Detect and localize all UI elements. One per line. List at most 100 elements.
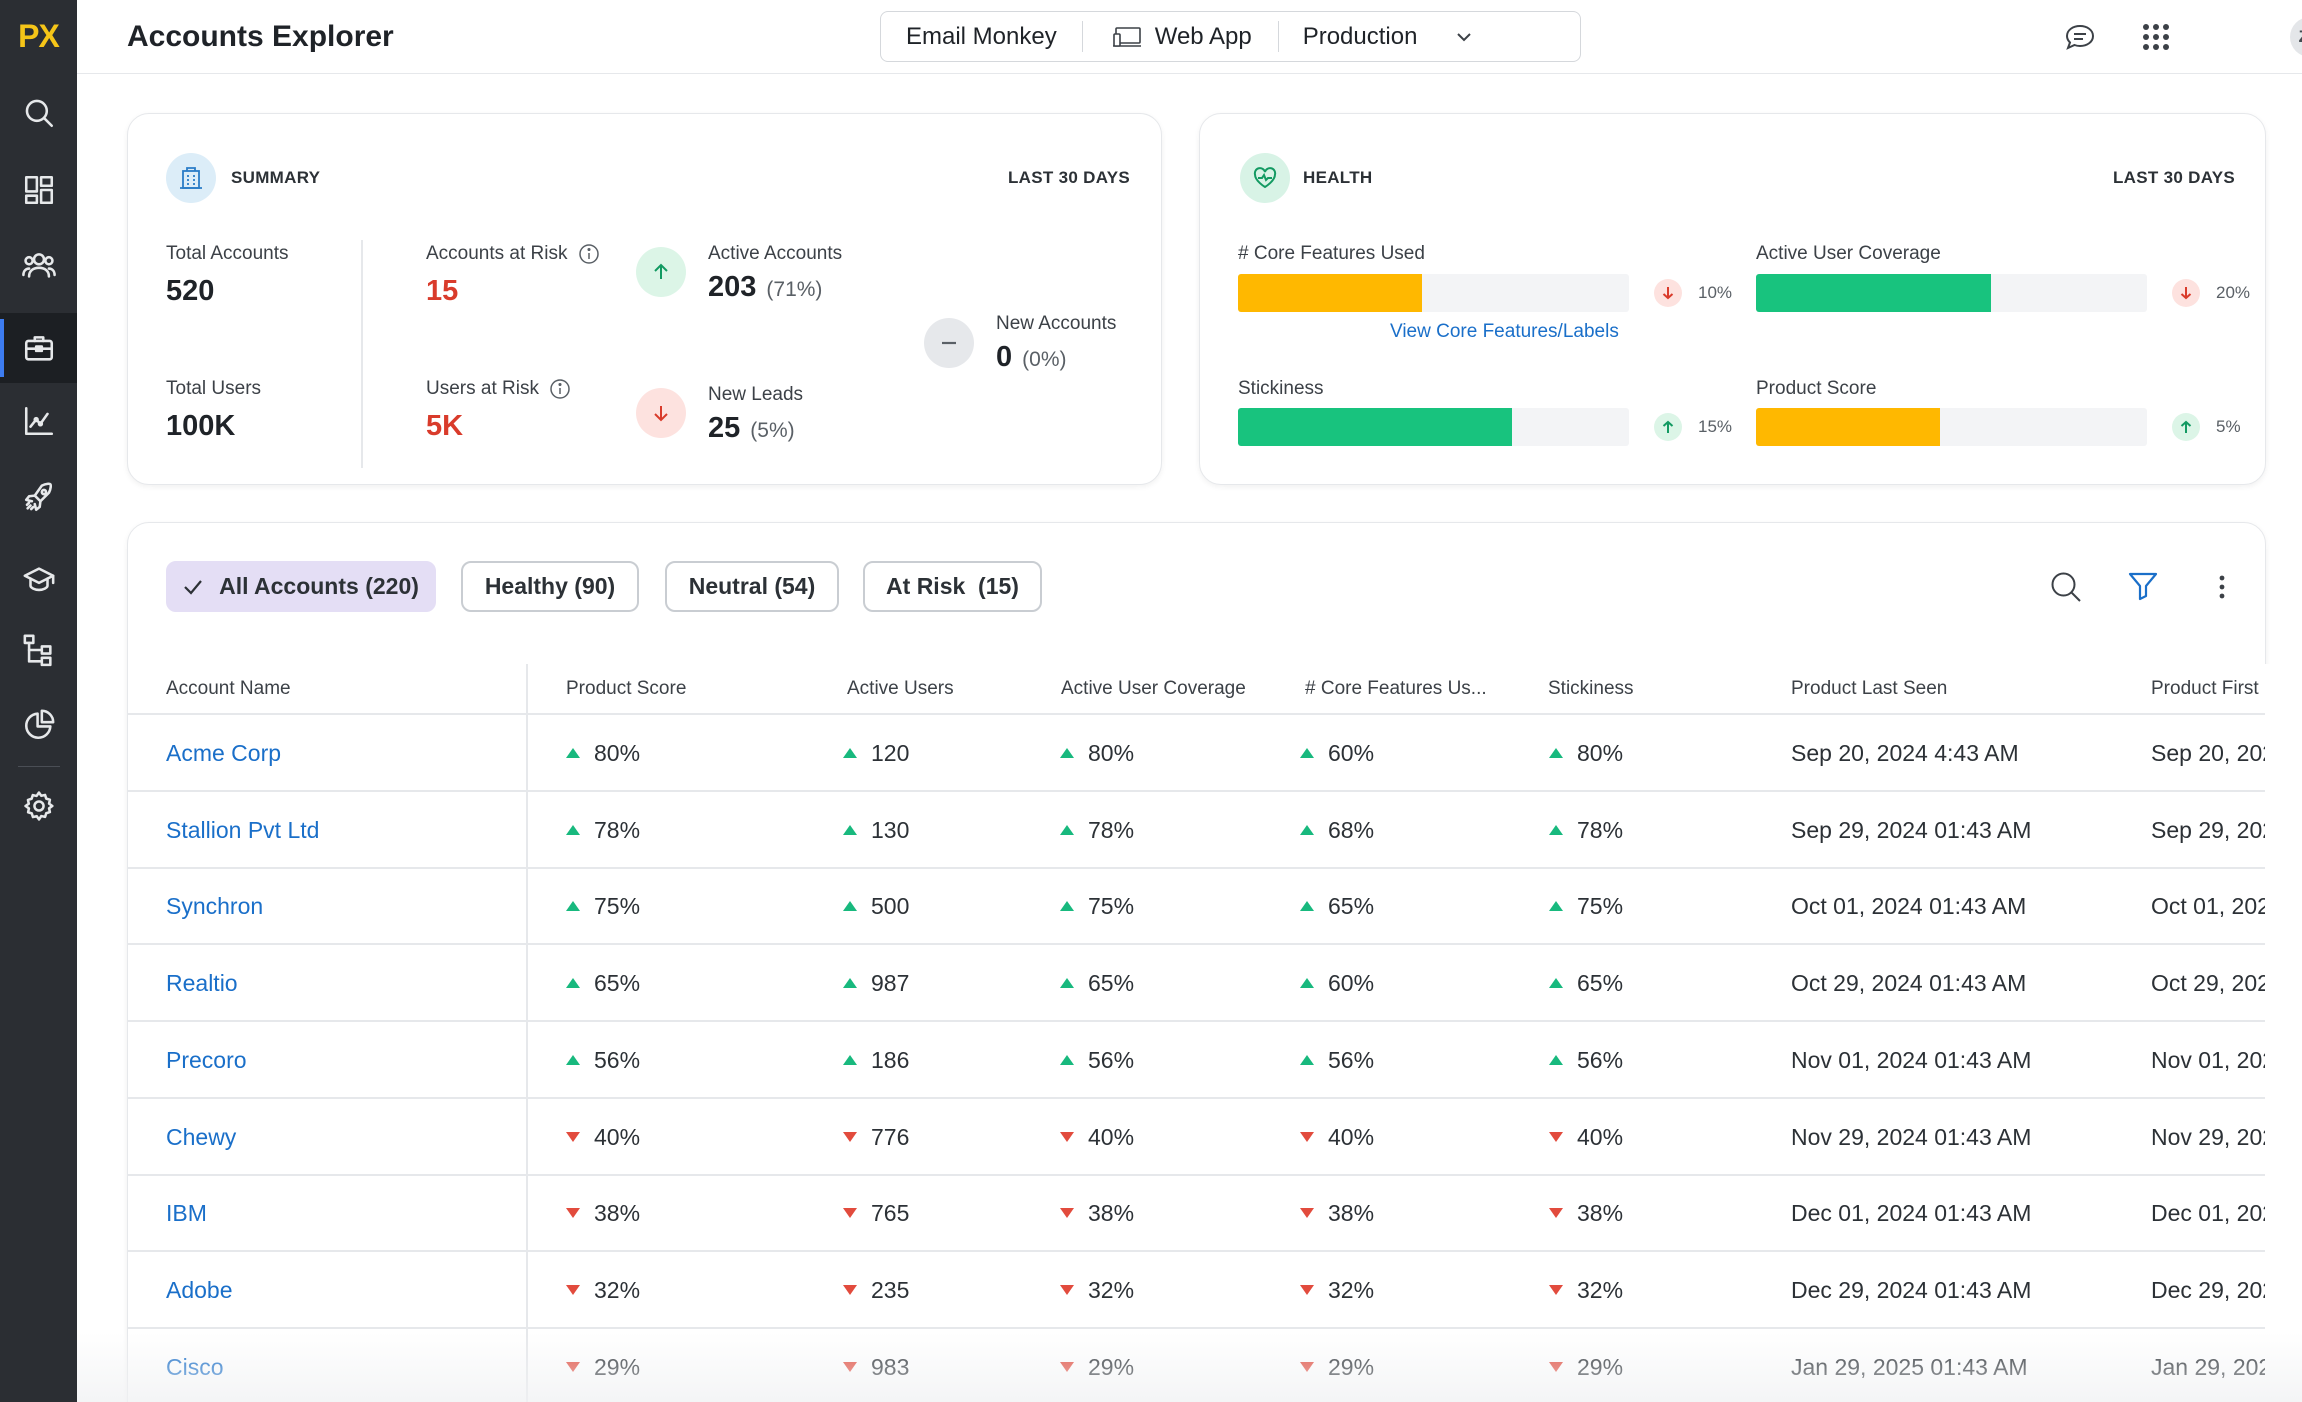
filter-chip-all-accounts[interactable]: All Accounts (220) xyxy=(166,561,436,612)
cell-value: 56% xyxy=(594,1047,641,1073)
cell-value: 78% xyxy=(1088,817,1135,843)
account-name-link[interactable]: Realtio xyxy=(166,970,238,996)
filter-chip-label: Neutral (54) xyxy=(688,573,816,599)
accounts-icon[interactable] xyxy=(0,313,77,383)
account-name-link[interactable]: Precoro xyxy=(166,1047,247,1073)
view-core-features-link[interactable]: View Core Features/Labels xyxy=(1390,321,1619,342)
product-first-seen-cell: Dec 01, 202 xyxy=(2151,1200,2276,1226)
filter-chip-neutral[interactable]: Neutral (54) xyxy=(665,561,839,612)
account-name-link[interactable]: Chewy xyxy=(166,1124,237,1150)
product-last-seen-cell: Sep 29, 2024 01:43 AM xyxy=(1791,817,2032,843)
minus-icon xyxy=(924,318,974,368)
active-user-coverage-bar xyxy=(1756,274,2147,312)
environment-name: Production xyxy=(1302,22,1418,50)
analytics-icon[interactable] xyxy=(0,386,77,456)
trend-down-icon xyxy=(1300,1284,1314,1295)
column-header-account-name[interactable]: Account Name xyxy=(166,678,291,699)
account-name-link[interactable]: Acme Corp xyxy=(166,740,282,766)
learning-icon[interactable] xyxy=(0,545,77,615)
avatar[interactable]: ZK xyxy=(2290,17,2302,57)
column-header-active-user-coverage[interactable]: Active User Coverage xyxy=(1061,678,1246,699)
account-name-link[interactable]: IBM xyxy=(166,1200,207,1226)
trend-up-icon xyxy=(1060,900,1074,911)
dashboard-icon[interactable] xyxy=(0,155,77,225)
table-cell: 60% xyxy=(1300,740,1374,767)
chat-icon[interactable] xyxy=(2061,18,2099,56)
column-header-product-score[interactable]: Product Score xyxy=(566,678,687,699)
column-header-product-last-seen[interactable]: Product Last Seen xyxy=(1791,678,1948,699)
trend-down-icon xyxy=(1549,1131,1563,1142)
reports-pie-icon[interactable] xyxy=(0,690,77,760)
new-leads-label: New Leads xyxy=(708,384,804,405)
heart-icon xyxy=(1240,153,1290,203)
trend-down-icon xyxy=(1300,1207,1314,1218)
column-header-stickiness[interactable]: Stickiness xyxy=(1548,678,1634,699)
table-cell: 120 xyxy=(843,740,909,767)
arrow-down-icon xyxy=(636,388,686,438)
trend-up-icon xyxy=(566,747,580,758)
column-header-active-users[interactable]: Active Users xyxy=(847,678,954,699)
table-cell: 40% xyxy=(566,1124,640,1151)
cell-value: 987 xyxy=(871,970,910,996)
trend-up-icon xyxy=(1549,900,1563,911)
core-features-bar xyxy=(1238,274,1629,312)
users-icon[interactable] xyxy=(0,230,77,300)
table-cell: 40% xyxy=(1549,1124,1623,1151)
account-name-link[interactable]: Stallion Pvt Ltd xyxy=(166,817,320,843)
cell-value: 765 xyxy=(871,1200,910,1226)
accounts-table-card xyxy=(127,522,2266,1402)
product-selector[interactable]: Email Monkey Web App Production xyxy=(880,11,1581,62)
product-score-bar-fill xyxy=(1756,408,1940,446)
filter-chip-at-risk[interactable]: At Risk (15) xyxy=(863,561,1042,612)
frozen-column-divider xyxy=(526,664,528,1402)
cell-value: 56% xyxy=(1088,1047,1135,1073)
search-icon[interactable] xyxy=(2049,570,2083,609)
info-icon[interactable] xyxy=(578,243,600,265)
table-cell: 186 xyxy=(843,1047,909,1074)
account-name-link[interactable]: Adobe xyxy=(166,1277,233,1303)
rocket-icon[interactable] xyxy=(0,462,77,532)
summary-card: SUMMARY LAST 30 DAYS Total Accounts 520 … xyxy=(127,113,1162,485)
app-name-segment[interactable]: Web App xyxy=(1083,12,1278,61)
column-header-product-first[interactable]: Product First xyxy=(2151,678,2259,699)
environment-segment[interactable]: Production xyxy=(1279,12,1580,61)
table-cell: 56% xyxy=(566,1047,640,1074)
product-last-seen-cell: Dec 29, 2024 01:43 AM xyxy=(1791,1277,2032,1303)
trend-up-icon xyxy=(1549,824,1563,835)
health-title: HEALTH xyxy=(1303,168,1373,187)
table-cell: 987 xyxy=(843,970,909,997)
trend-up-icon xyxy=(843,824,857,835)
cell-value: 38% xyxy=(1577,1200,1624,1226)
table-cell: 78% xyxy=(1549,817,1623,844)
hierarchy-icon[interactable] xyxy=(0,615,77,685)
table-cell: 78% xyxy=(1060,817,1134,844)
cell-value: 38% xyxy=(1328,1200,1375,1226)
apps-grid-icon[interactable] xyxy=(2137,18,2175,56)
table-cell: 80% xyxy=(1549,740,1623,767)
settings-icon[interactable] xyxy=(0,771,77,841)
cell-value: 68% xyxy=(1328,817,1375,843)
more-options-icon[interactable] xyxy=(2210,572,2234,607)
top-bar: Accounts Explorer Email Monkey Web App P… xyxy=(77,0,2302,74)
filter-chip-label: All Accounts (220) xyxy=(219,573,419,599)
trend-up-icon xyxy=(1060,977,1074,988)
product-name[interactable]: Email Monkey xyxy=(906,22,1057,50)
app-name: Web App xyxy=(1154,22,1252,50)
table-cell: 65% xyxy=(1300,893,1374,920)
table-cell: 38% xyxy=(1060,1200,1134,1227)
table-cell: 80% xyxy=(1060,740,1134,767)
health-card: HEALTH LAST 30 DAYS # Core Features Used… xyxy=(1199,113,2266,485)
info-icon[interactable] xyxy=(549,378,571,400)
trend-up-icon xyxy=(1060,1054,1074,1065)
search-icon[interactable] xyxy=(0,78,77,148)
table-cell: 235 xyxy=(843,1277,909,1304)
filter-chip-healthy[interactable]: Healthy (90) xyxy=(461,561,639,612)
column-header-core-features[interactable]: # Core Features Us... xyxy=(1305,678,1487,699)
table-row-divider xyxy=(128,1097,2265,1099)
trend-down-icon xyxy=(566,1207,580,1218)
px-logo[interactable]: PX xyxy=(18,17,60,54)
filter-icon[interactable] xyxy=(2127,570,2159,607)
account-name-link[interactable]: Synchron xyxy=(166,893,264,919)
table-cell: 130 xyxy=(843,817,909,844)
cell-value: 40% xyxy=(1577,1124,1624,1150)
